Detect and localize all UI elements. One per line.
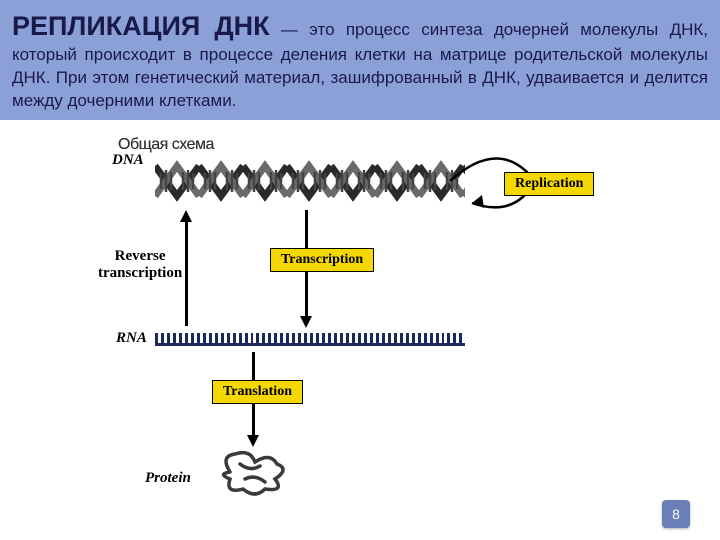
- title-bold: РЕПЛИКАЦИЯ ДНК: [12, 11, 270, 41]
- rna-teeth: [155, 333, 465, 343]
- reverse-label: Reverse transcription: [98, 248, 182, 281]
- dna-label: DNA: [112, 152, 144, 169]
- reverse-arrow-line: [185, 222, 188, 326]
- replication-label: Replication: [504, 172, 594, 196]
- protein-label: Protein: [145, 470, 191, 487]
- protein-svg: [215, 444, 295, 500]
- slide-number: 8: [662, 500, 690, 528]
- dna-helix-svg: [155, 160, 465, 202]
- rna-label: RNA: [116, 330, 147, 347]
- protein-blob: [215, 444, 295, 500]
- rna-strand: [155, 330, 465, 346]
- dna-helix: [155, 160, 465, 202]
- title-block: РЕПЛИКАЦИЯ ДНК — это процесс синтеза доч…: [12, 8, 708, 113]
- rna-line: [155, 343, 465, 346]
- reverse-arrow-head: [180, 210, 192, 222]
- transcription-arrow-head: [300, 316, 312, 328]
- transcription-label: Transcription: [270, 248, 374, 272]
- diagram-area: Общая схема Общая схема: [90, 130, 630, 510]
- translation-label: Translation: [212, 380, 303, 404]
- slide-root: РЕПЛИКАЦИЯ ДНК — это процесс синтеза доч…: [0, 0, 720, 540]
